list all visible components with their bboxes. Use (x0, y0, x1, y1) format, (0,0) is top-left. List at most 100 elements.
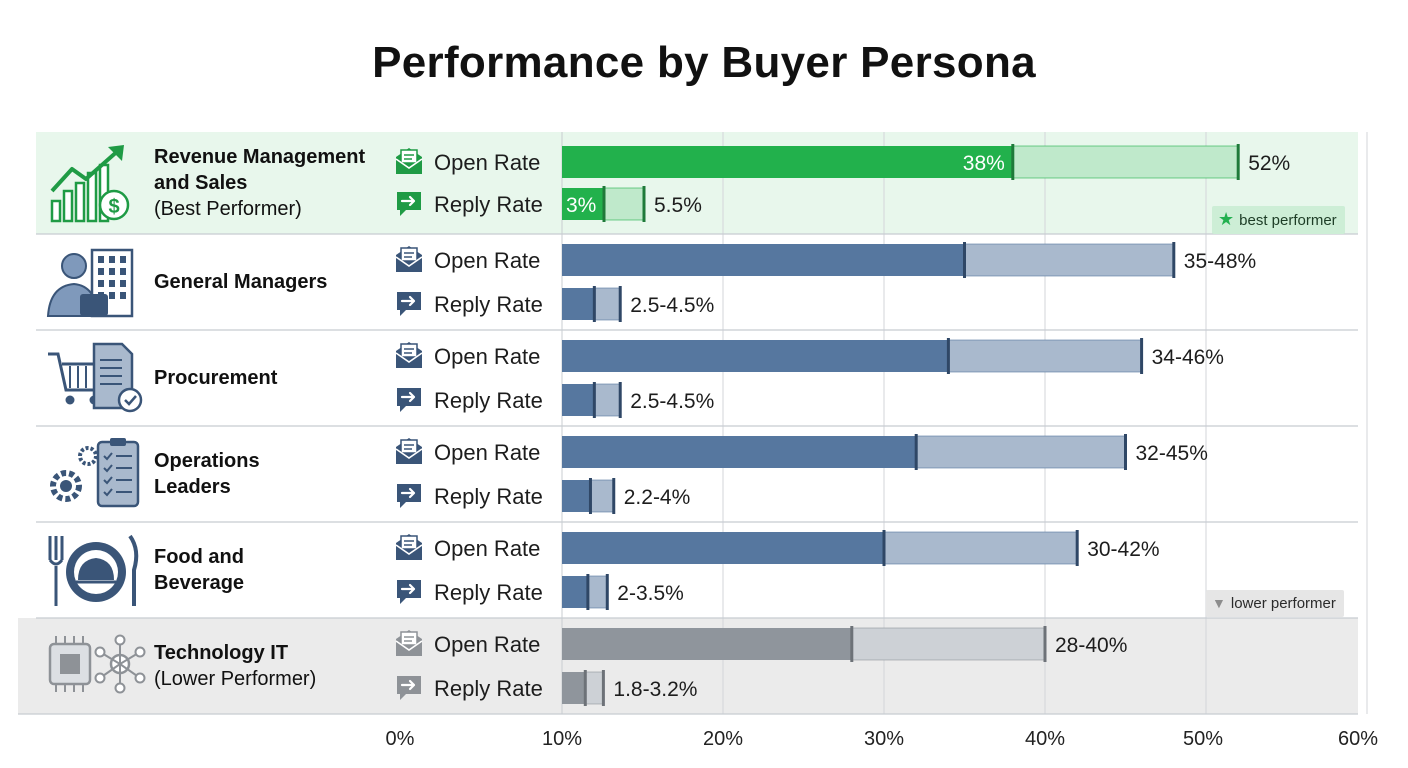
open-rate-bar-low-1 (562, 244, 965, 276)
reply-rate-icon (397, 292, 421, 316)
persona-label-3: Operations Leaders (154, 448, 260, 500)
cloche-utensils-icon (48, 534, 139, 606)
reply-rate-icon (397, 484, 421, 508)
reply-rate-bar-low-4 (562, 576, 588, 608)
reply-rate-label: Reply Rate (434, 676, 543, 701)
open-rate-value-label-2: 34-46% (1152, 346, 1224, 369)
triangle-down-icon: ▼ (1212, 595, 1226, 611)
open-rate-icon (395, 630, 423, 656)
reply-rate-icon (397, 676, 421, 700)
open-rate-bar-low-4 (562, 532, 884, 564)
lower-performer-label: lower performer (1230, 595, 1336, 612)
persona-label-1: General Managers (154, 269, 327, 295)
reply-rate-value-label-0: 5.5% (654, 194, 702, 217)
reply-rate-icon (397, 192, 421, 216)
reply-rate-value-label-5: 1.8-3.2% (613, 678, 697, 701)
open-rate-label: Open Rate (434, 150, 540, 175)
open-rate-icon (395, 534, 423, 560)
manager-building-icon (46, 248, 134, 318)
star-icon: ★ (1218, 209, 1235, 229)
persona-name: General Managers (154, 271, 328, 293)
open-rate-value-label-5: 28-40% (1055, 634, 1127, 657)
open-rate-bar-range-1 (964, 243, 1175, 277)
open-rate-bar-low-5 (562, 628, 852, 660)
persona-name: Leaders (154, 476, 231, 498)
persona-name: Beverage (154, 572, 245, 594)
persona-label-5: Technology IT (Lower Performer) (154, 640, 316, 692)
reply-rate-bar-range-2 (594, 383, 621, 417)
open-rate-bar-range-0 (1012, 145, 1239, 179)
reply-rate-value-label-3: 2.2-4% (624, 486, 691, 509)
cart-document-icon (48, 342, 143, 413)
chart-title: Performance by Buyer Persona (372, 38, 1036, 87)
reply-rate-label: Reply Rate (434, 580, 543, 605)
reply-rate-value-label-1: 2.5-4.5% (630, 294, 714, 317)
x-tick-label-3: 30% (864, 728, 904, 750)
chip-network-icon (48, 634, 146, 694)
reply-rate-label: Reply Rate (434, 388, 543, 413)
persona-name: and Sales (154, 172, 248, 194)
reply-rate-bar-low-2 (562, 384, 595, 416)
lower-performer-badge: ▼ lower performer (1206, 590, 1344, 617)
open-rate-icon (395, 246, 423, 272)
reply-rate-bar-low-5 (562, 672, 586, 704)
open-rate-bar-range-3 (915, 435, 1126, 469)
reply-rate-label: Reply Rate (434, 192, 543, 217)
x-tick-label-5: 50% (1183, 728, 1223, 750)
reply-rate-bar-range-0 (603, 187, 645, 221)
reply-rate-inner-label-0: 3% (566, 194, 596, 217)
open-rate-label: Open Rate (434, 536, 540, 561)
open-rate-icon (395, 342, 423, 368)
x-tick-label-1: 10% (542, 728, 582, 750)
open-rate-bar-low-2 (562, 340, 949, 372)
reply-rate-label: Reply Rate (434, 484, 543, 509)
open-rate-bar-range-5 (851, 627, 1046, 661)
persona-note: (Best Performer) (154, 198, 302, 220)
reply-rate-value-label-2: 2.5-4.5% (630, 390, 714, 413)
open-rate-value-label-1: 35-48% (1184, 250, 1256, 273)
persona-name: Procurement (154, 367, 278, 389)
open-rate-icon (395, 438, 423, 464)
reply-rate-value-label-4: 2-3.5% (617, 582, 684, 605)
x-tick-label-6: 60% (1338, 728, 1378, 750)
best-performer-badge: ★ best performer (1212, 206, 1345, 234)
open-rate-value-label-0: 52% (1248, 152, 1290, 175)
reply-rate-bar-low-3 (562, 480, 591, 512)
persona-label-4: Food and Beverage (154, 544, 244, 596)
open-rate-label: Open Rate (434, 248, 540, 273)
persona-name: Technology IT (154, 642, 289, 664)
reply-rate-bar-low-1 (562, 288, 595, 320)
reply-rate-bar-range-1 (594, 287, 621, 321)
open-rate-value-label-3: 32-45% (1136, 442, 1208, 465)
reply-rate-icon (397, 388, 421, 412)
open-rate-bar-range-4 (883, 531, 1078, 565)
reply-rate-icon (397, 580, 421, 604)
open-rate-label: Open Rate (434, 344, 540, 369)
reply-rate-label: Reply Rate (434, 292, 543, 317)
persona-name: Food and (154, 546, 244, 568)
open-rate-label: Open Rate (434, 632, 540, 657)
open-rate-bar-low-0 (562, 146, 1013, 178)
open-rate-bar-low-3 (562, 436, 917, 468)
persona-label-0: Revenue Management and Sales (Best Perform… (154, 144, 365, 222)
persona-name: Operations (154, 450, 260, 472)
x-tick-label-0: 0% (386, 728, 415, 750)
open-rate-bar-range-2 (948, 339, 1142, 373)
reply-rate-bar-range-5 (584, 671, 604, 705)
svg-text:$: $ (108, 196, 119, 218)
reply-rate-bar-low-0 (562, 188, 604, 220)
persona-name: Revenue Management (154, 146, 366, 168)
growth-chart-dollar-icon: $ (50, 145, 130, 223)
open-rate-label: Open Rate (434, 440, 540, 465)
reply-rate-bar-range-3 (590, 479, 615, 513)
gears-clipboard-icon (50, 438, 140, 508)
best-performer-label: best performer (1239, 212, 1337, 229)
x-tick-label-4: 40% (1025, 728, 1065, 750)
open-rate-icon (395, 148, 423, 174)
persona-label-2: Procurement (154, 365, 277, 391)
persona-note: (Lower Performer) (154, 668, 317, 690)
x-tick-label-2: 20% (703, 728, 743, 750)
open-rate-value-label-4: 30-42% (1087, 538, 1159, 561)
open-rate-inner-label-0: 38% (963, 152, 1005, 175)
